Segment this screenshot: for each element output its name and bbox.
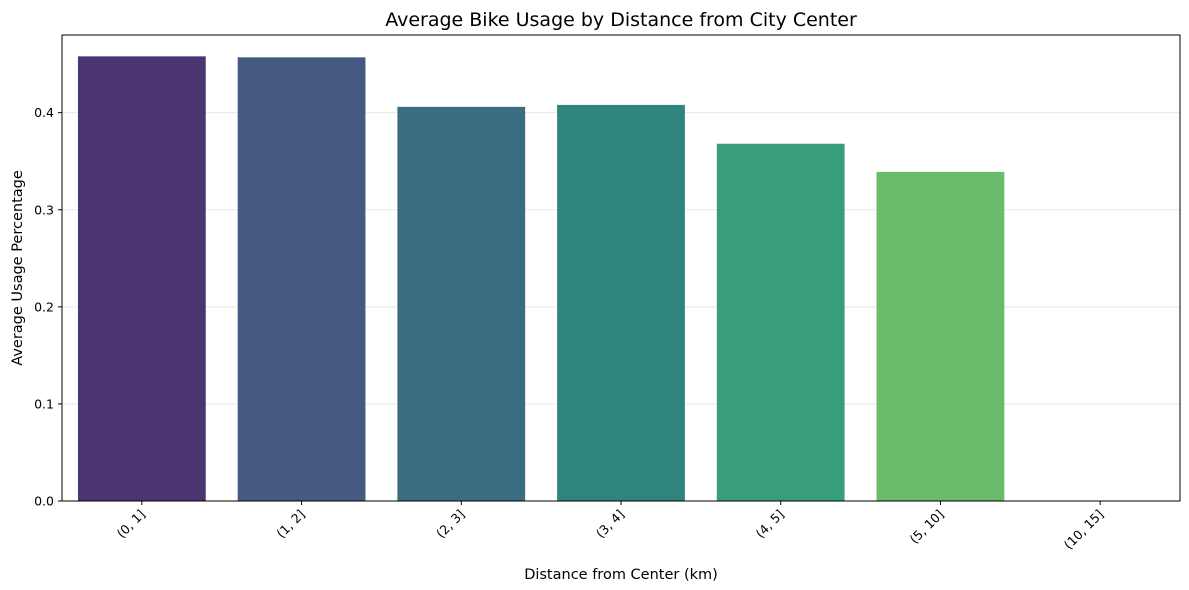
x-axis: (0, 1] (1, 2] (2, 3] (3, 4] (4, 5] (5, 10] (10… xyxy=(114,501,1107,553)
chart-title: Average Bike Usage by Distance from City… xyxy=(385,9,857,31)
bars xyxy=(77,56,1005,502)
bar-4 xyxy=(557,104,685,502)
x-tick-label: (1, 2] xyxy=(273,507,307,541)
x-tick-label: (3, 4] xyxy=(593,507,627,541)
bar-5 xyxy=(716,143,845,501)
bar-2 xyxy=(237,57,366,502)
x-tick-label: (5, 10] xyxy=(907,507,947,547)
bar-3 xyxy=(397,106,526,501)
y-tick-label: 0.0 xyxy=(34,494,54,509)
x-tick-label: (4, 5] xyxy=(752,507,786,541)
y-tick-label: 0.4 xyxy=(34,105,54,120)
y-tick-label: 0.1 xyxy=(34,396,54,411)
bar-6 xyxy=(876,171,1005,501)
bar-1 xyxy=(77,56,206,501)
x-tick-label: (0, 1] xyxy=(114,507,148,541)
x-tick-label: (2, 3] xyxy=(433,507,467,541)
x-axis-label: Distance from Center (km) xyxy=(524,567,718,583)
x-tick-label: (10, 15] xyxy=(1061,507,1107,553)
y-axis-label: Average Usage Percentage xyxy=(10,170,26,366)
y-tick-label: 0.3 xyxy=(34,202,54,217)
y-axis: 0.0 0.1 0.2 0.3 0.4 xyxy=(34,105,62,509)
y-tick-label: 0.2 xyxy=(34,299,54,314)
